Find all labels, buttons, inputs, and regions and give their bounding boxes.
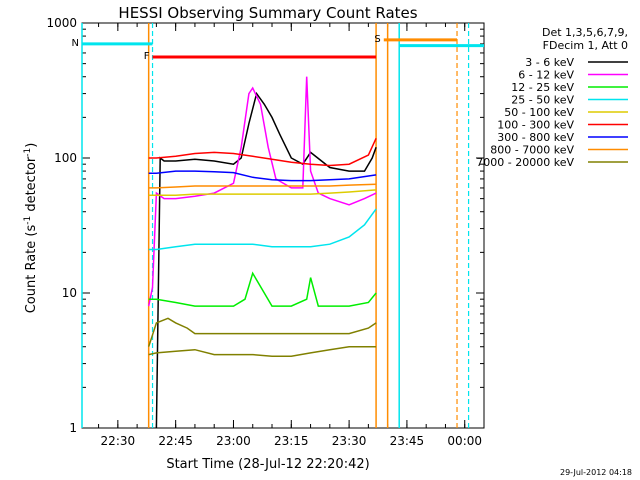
series-line — [148, 189, 377, 196]
x-tick-label: 22:30 — [101, 434, 136, 448]
y-tick-label: 1000 — [46, 16, 77, 30]
legend-label: 800 - 7000 keV — [490, 144, 574, 157]
flag-label: S — [374, 34, 380, 45]
y-tick-label: 10 — [62, 286, 77, 300]
legend-label: 50 - 100 keV — [504, 106, 574, 119]
x-tick-label: 23:30 — [332, 434, 367, 448]
x-axis-label: Start Time (28-Jul-12 22:20:42) — [166, 457, 369, 472]
series-line — [148, 137, 377, 167]
plot-frame — [81, 22, 485, 429]
legend-label: 25 - 50 keV — [511, 94, 574, 107]
y-tick-label: 100 — [54, 151, 77, 165]
series-line — [148, 170, 377, 182]
legend-label: 7000 - 20000 keV — [476, 156, 574, 169]
flag-label: F — [144, 51, 150, 62]
legend-header-2: FDecim 1, Att 0 — [543, 39, 628, 52]
legend-header-1: Det 1,3,5,6,7,9, — [542, 26, 628, 39]
series-line — [155, 91, 377, 429]
series-line — [148, 271, 377, 307]
legend-label: 100 - 300 keV — [497, 119, 574, 132]
x-tick-label: 23:45 — [390, 434, 425, 448]
y-axis-label: Count Rate (s-1 detector-1) — [23, 143, 39, 314]
series-line — [148, 208, 377, 251]
plot-area — [81, 22, 485, 429]
x-tick-label: 00:00 — [447, 434, 482, 448]
generation-timestamp: 29-Jul-2012 04:18 — [560, 468, 632, 477]
x-tick-label: 23:15 — [274, 434, 309, 448]
x-tick-label: 23:00 — [216, 434, 251, 448]
y-tick-label: 1 — [69, 421, 77, 435]
legend-label: 3 - 6 keV — [525, 56, 574, 69]
flag-label: N — [72, 38, 79, 49]
series-line — [147, 317, 377, 347]
series-line — [148, 183, 377, 189]
legend: Det 1,3,5,6,7,9, FDecim 1, Att 0 3 - 6 k… — [476, 26, 628, 169]
legend-label: 12 - 25 keV — [511, 81, 574, 94]
legend-label: 300 - 800 keV — [497, 131, 574, 144]
legend-label: 6 - 12 keV — [518, 69, 574, 82]
series-line — [147, 76, 377, 307]
chart-title: HESSI Observing Summary Count Rates — [118, 4, 417, 22]
x-tick-label: 22:45 — [158, 434, 193, 448]
series-line — [148, 345, 377, 358]
